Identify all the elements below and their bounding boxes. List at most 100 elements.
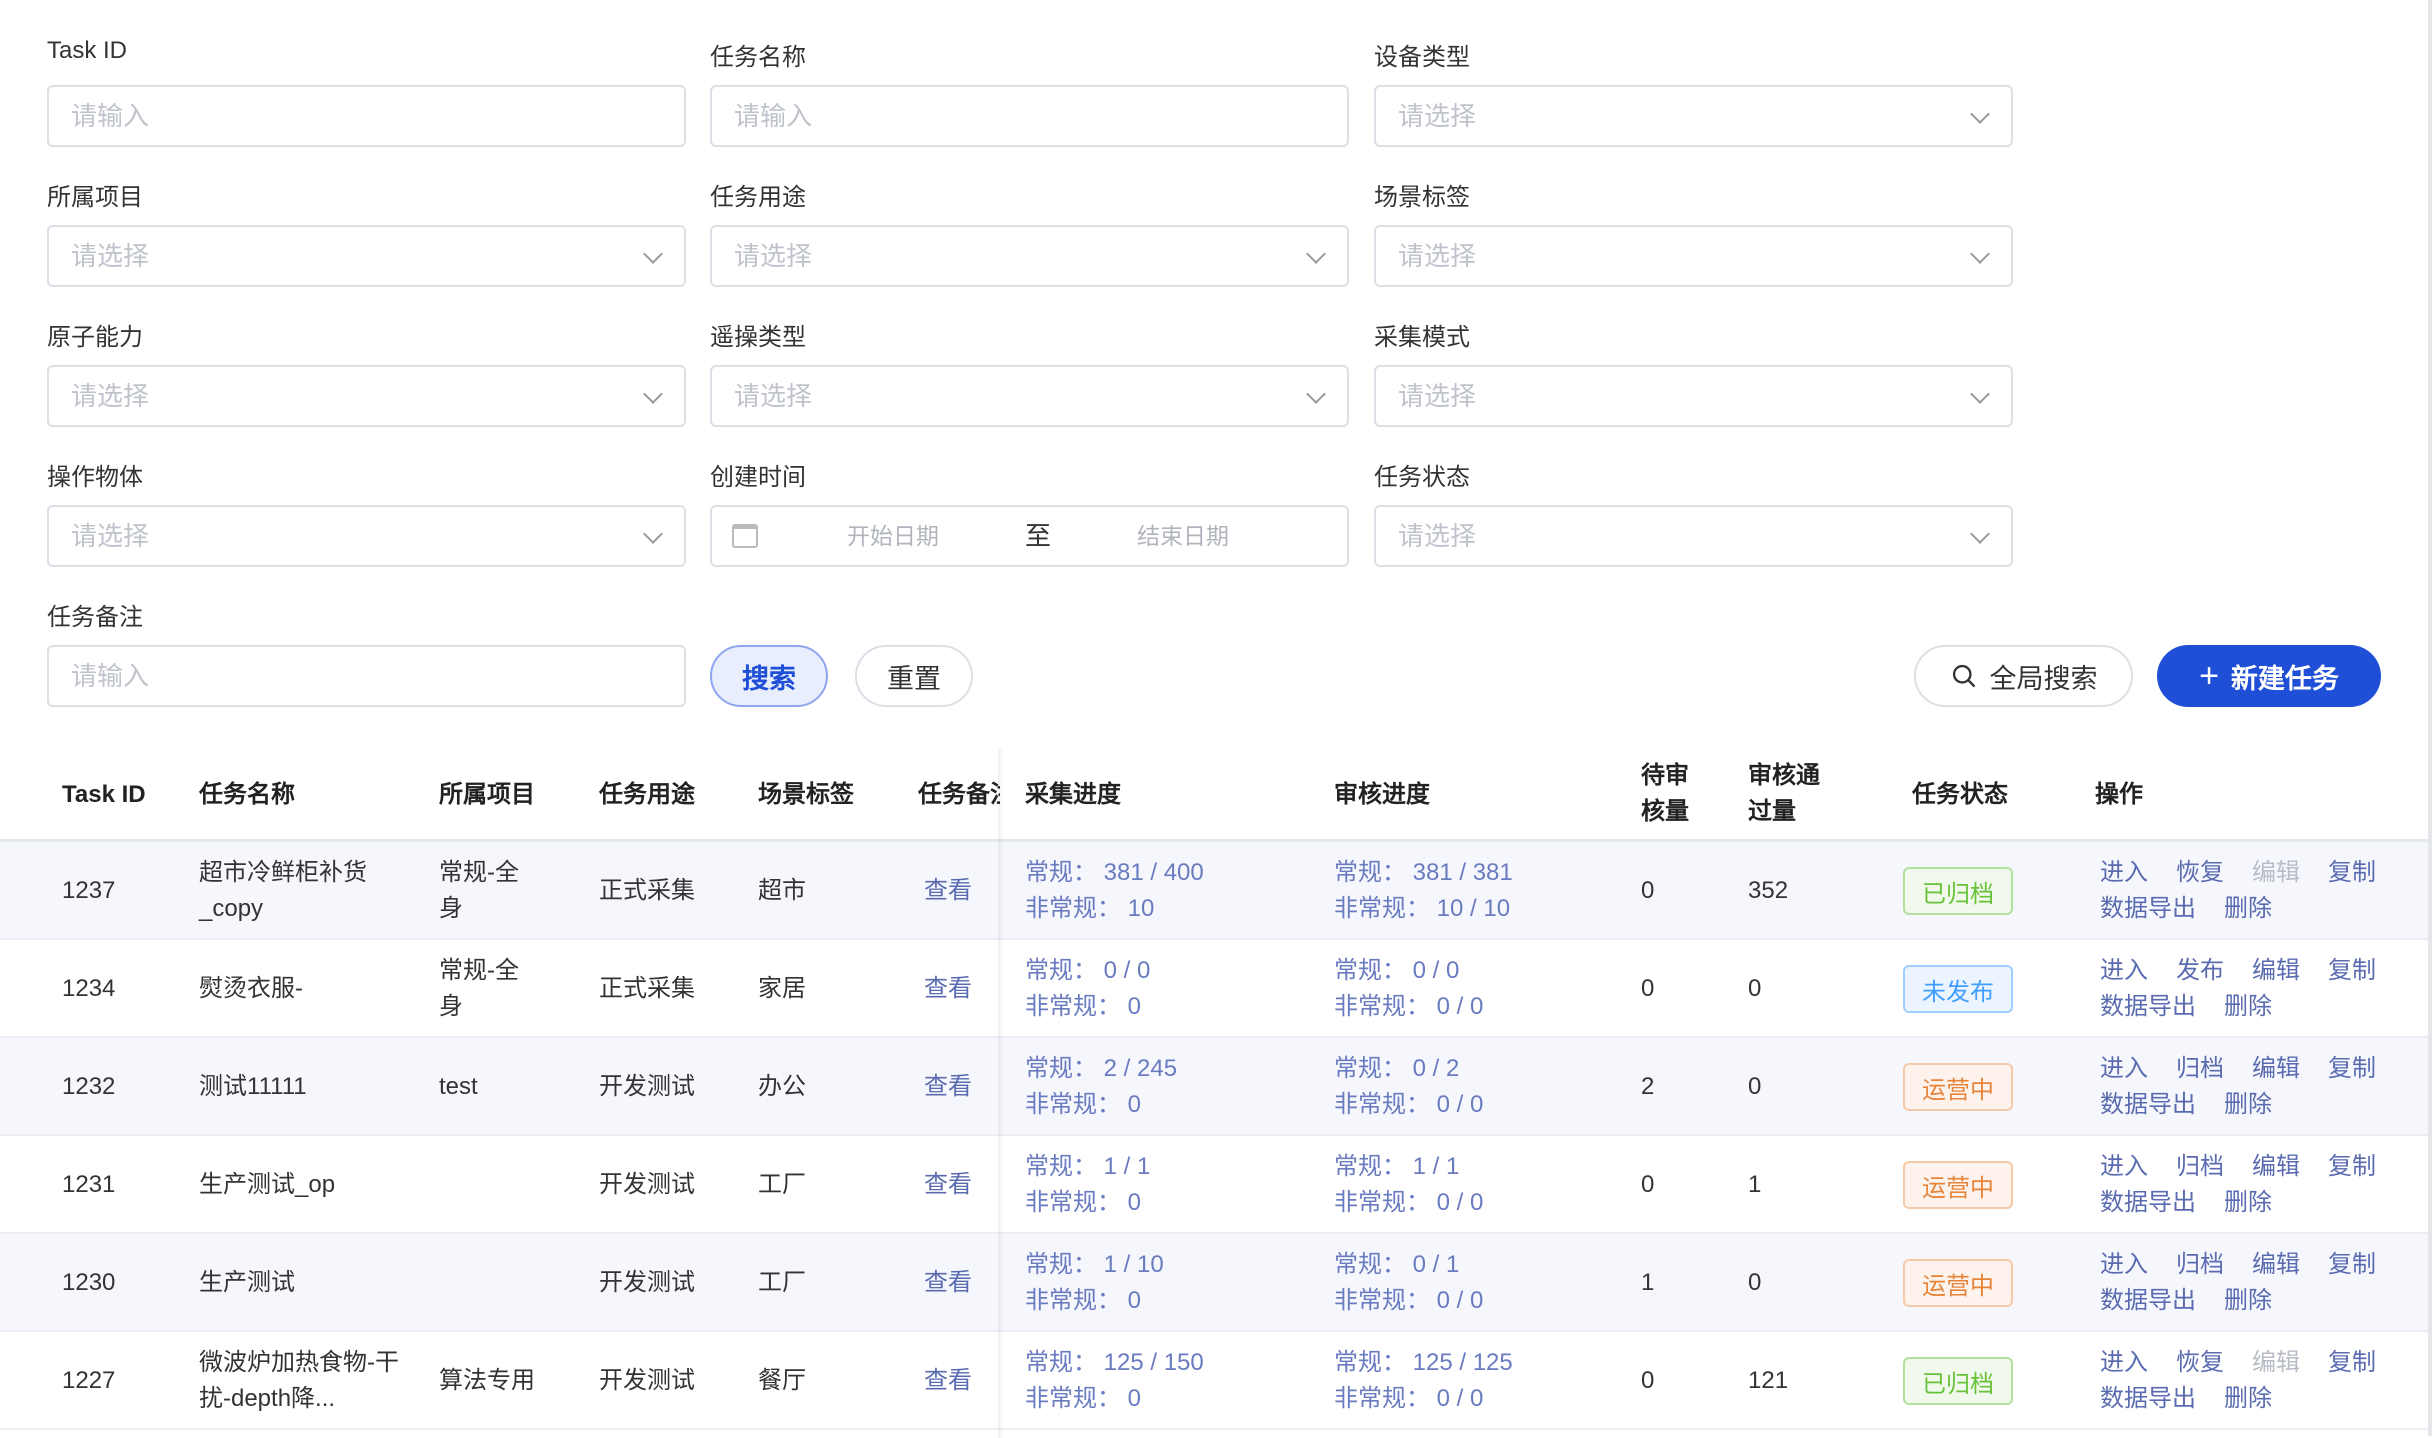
search-icon — [1952, 664, 1975, 688]
filter-select[interactable]: 请选择 — [710, 225, 1349, 287]
action-1[interactable]: 归档 — [2176, 1153, 2224, 1180]
action-5[interactable]: 删除 — [2224, 1091, 2272, 1118]
action-5[interactable]: 删除 — [2224, 895, 2272, 922]
filter-select[interactable]: 请选择 — [1374, 85, 2013, 147]
action-3[interactable]: 复制 — [2328, 1349, 2376, 1376]
task-name: 熨烫衣服- — [199, 975, 303, 1002]
filter-input[interactable]: 请输入 — [710, 85, 1349, 147]
action-0[interactable]: 进入 — [2100, 859, 2148, 886]
column-header: 待审核量 — [1641, 762, 1689, 825]
filter-label: 创建时间 — [710, 464, 806, 491]
filter-select[interactable]: 请选择 — [710, 365, 1349, 427]
review-passed: 352 — [1748, 877, 1789, 904]
action-4[interactable]: 数据导出 — [2100, 1091, 2196, 1118]
view-note-link[interactable]: 查看 — [924, 1073, 972, 1100]
task-id: 1231 — [62, 1171, 116, 1198]
action-4[interactable]: 数据导出 — [2100, 993, 2196, 1020]
review-passed: 0 — [1748, 1073, 1762, 1100]
row-actions: 进入 归档 编辑 复制数据导出 删除 — [2100, 1051, 2420, 1123]
review-progress: 非常规： 0 / 0 — [1334, 993, 1484, 1020]
action-5[interactable]: 删除 — [2224, 993, 2272, 1020]
action-3[interactable]: 复制 — [2328, 957, 2376, 984]
filter-select[interactable]: 请选择 — [1374, 365, 2013, 427]
filter-select[interactable]: 请选择 — [47, 505, 686, 567]
review-passed: 0 — [1748, 1269, 1762, 1296]
action-1[interactable]: 恢复 — [2176, 859, 2224, 886]
column-header: 任务名称 — [199, 781, 295, 808]
action-1[interactable]: 发布 — [2176, 957, 2224, 984]
view-note-link[interactable]: 查看 — [924, 1367, 972, 1394]
action-0[interactable]: 进入 — [2100, 957, 2148, 984]
action-4[interactable]: 数据导出 — [2100, 1189, 2196, 1216]
scrollbar[interactable] — [2428, 0, 2432, 1436]
task-id: 1232 — [62, 1073, 116, 1100]
search-button[interactable]: 搜索 — [710, 645, 828, 707]
task-name: 生产测试_op — [199, 1171, 336, 1198]
reset-button[interactable]: 重置 — [855, 645, 973, 707]
action-2[interactable]: 编辑 — [2252, 859, 2300, 886]
placeholder: 请选择 — [71, 241, 150, 271]
chevron-down-icon — [1306, 384, 1326, 404]
action-5[interactable]: 删除 — [2224, 1287, 2272, 1314]
action-5[interactable]: 删除 — [2224, 1385, 2272, 1412]
review-progress: 常规： 0 / 1 — [1334, 1251, 1460, 1278]
placeholder: 请输入 — [734, 101, 813, 131]
new-task-button[interactable]: + 新建任务 — [2157, 645, 2381, 707]
action-4[interactable]: 数据导出 — [2100, 1287, 2196, 1314]
action-3[interactable]: 复制 — [2328, 1153, 2376, 1180]
chevron-down-icon — [1970, 244, 1990, 264]
action-1[interactable]: 归档 — [2176, 1055, 2224, 1082]
action-0[interactable]: 进入 — [2100, 1349, 2148, 1376]
global-search-button[interactable]: 全局搜索 — [1914, 645, 2133, 707]
end-date[interactable]: 结束日期 — [1137, 523, 1229, 549]
action-3[interactable]: 复制 — [2328, 1055, 2376, 1082]
review-passed: 0 — [1748, 975, 1762, 1002]
action-2[interactable]: 编辑 — [2252, 1153, 2300, 1180]
filter-select[interactable]: 请选择 — [47, 365, 686, 427]
collect-progress: 非常规： 0 — [1025, 1189, 1142, 1216]
row-actions: 进入 恢复 编辑 复制数据导出 删除 — [2100, 855, 2420, 927]
action-0[interactable]: 进入 — [2100, 1251, 2148, 1278]
action-0[interactable]: 进入 — [2100, 1153, 2148, 1180]
action-2[interactable]: 编辑 — [2252, 957, 2300, 984]
action-0[interactable]: 进入 — [2100, 1055, 2148, 1082]
filter-select[interactable]: 请选择 — [1374, 225, 2013, 287]
review-progress: 非常规： 0 / 0 — [1334, 1287, 1484, 1314]
action-4[interactable]: 数据导出 — [2100, 1385, 2196, 1412]
task-id: 1227 — [62, 1367, 116, 1394]
filter-select[interactable]: 请选择 — [1374, 505, 2013, 567]
filter-label: 任务备注 — [47, 604, 143, 631]
action-2[interactable]: 编辑 — [2252, 1055, 2300, 1082]
action-3[interactable]: 复制 — [2328, 859, 2376, 886]
row-actions: 进入 归档 编辑 复制数据导出 删除 — [2100, 1247, 2420, 1319]
task-id: 1237 — [62, 877, 116, 904]
filter-select[interactable]: 请选择 — [47, 225, 686, 287]
action-3[interactable]: 复制 — [2328, 1251, 2376, 1278]
view-note-link[interactable]: 查看 — [924, 1171, 972, 1198]
view-note-link[interactable]: 查看 — [924, 975, 972, 1002]
action-4[interactable]: 数据导出 — [2100, 895, 2196, 922]
action-1[interactable]: 恢复 — [2176, 1349, 2224, 1376]
column-header: Task ID — [62, 781, 146, 808]
action-2[interactable]: 编辑 — [2252, 1349, 2300, 1376]
column-header: 任务备注 — [918, 781, 1000, 808]
review-progress: 常规： 0 / 2 — [1334, 1055, 1460, 1082]
status-badge: 运营中 — [1903, 1063, 2013, 1111]
action-2[interactable]: 编辑 — [2252, 1251, 2300, 1278]
start-date[interactable]: 开始日期 — [847, 523, 939, 549]
column-header: 审核通过量 — [1748, 762, 1820, 825]
chevron-down-icon — [1970, 524, 1990, 544]
review-progress: 常规： 0 / 0 — [1334, 957, 1460, 984]
table-row: 1232 测试11111 test 开发测试 办公 查看 常规： 2 / 245 常规： 0 … — [0, 1038, 2432, 1136]
table-row: 1237 超市冷鲜柜补货_copy 常规-全身 正式采集 超市 查看 常规： 381 / 4… — [0, 842, 2432, 940]
chevron-down-icon — [643, 244, 663, 264]
action-5[interactable]: 删除 — [2224, 1189, 2272, 1216]
placeholder: 请选择 — [734, 381, 813, 411]
view-note-link[interactable]: 查看 — [924, 1269, 972, 1296]
review-progress: 非常规： 0 / 0 — [1334, 1385, 1484, 1412]
view-note-link[interactable]: 查看 — [924, 877, 972, 904]
filter-date[interactable]: 开始日期 至 结束日期 — [710, 505, 1349, 567]
filter-input[interactable]: 请输入 — [47, 85, 686, 147]
filter-input[interactable]: 请输入 — [47, 645, 686, 707]
action-1[interactable]: 归档 — [2176, 1251, 2224, 1278]
